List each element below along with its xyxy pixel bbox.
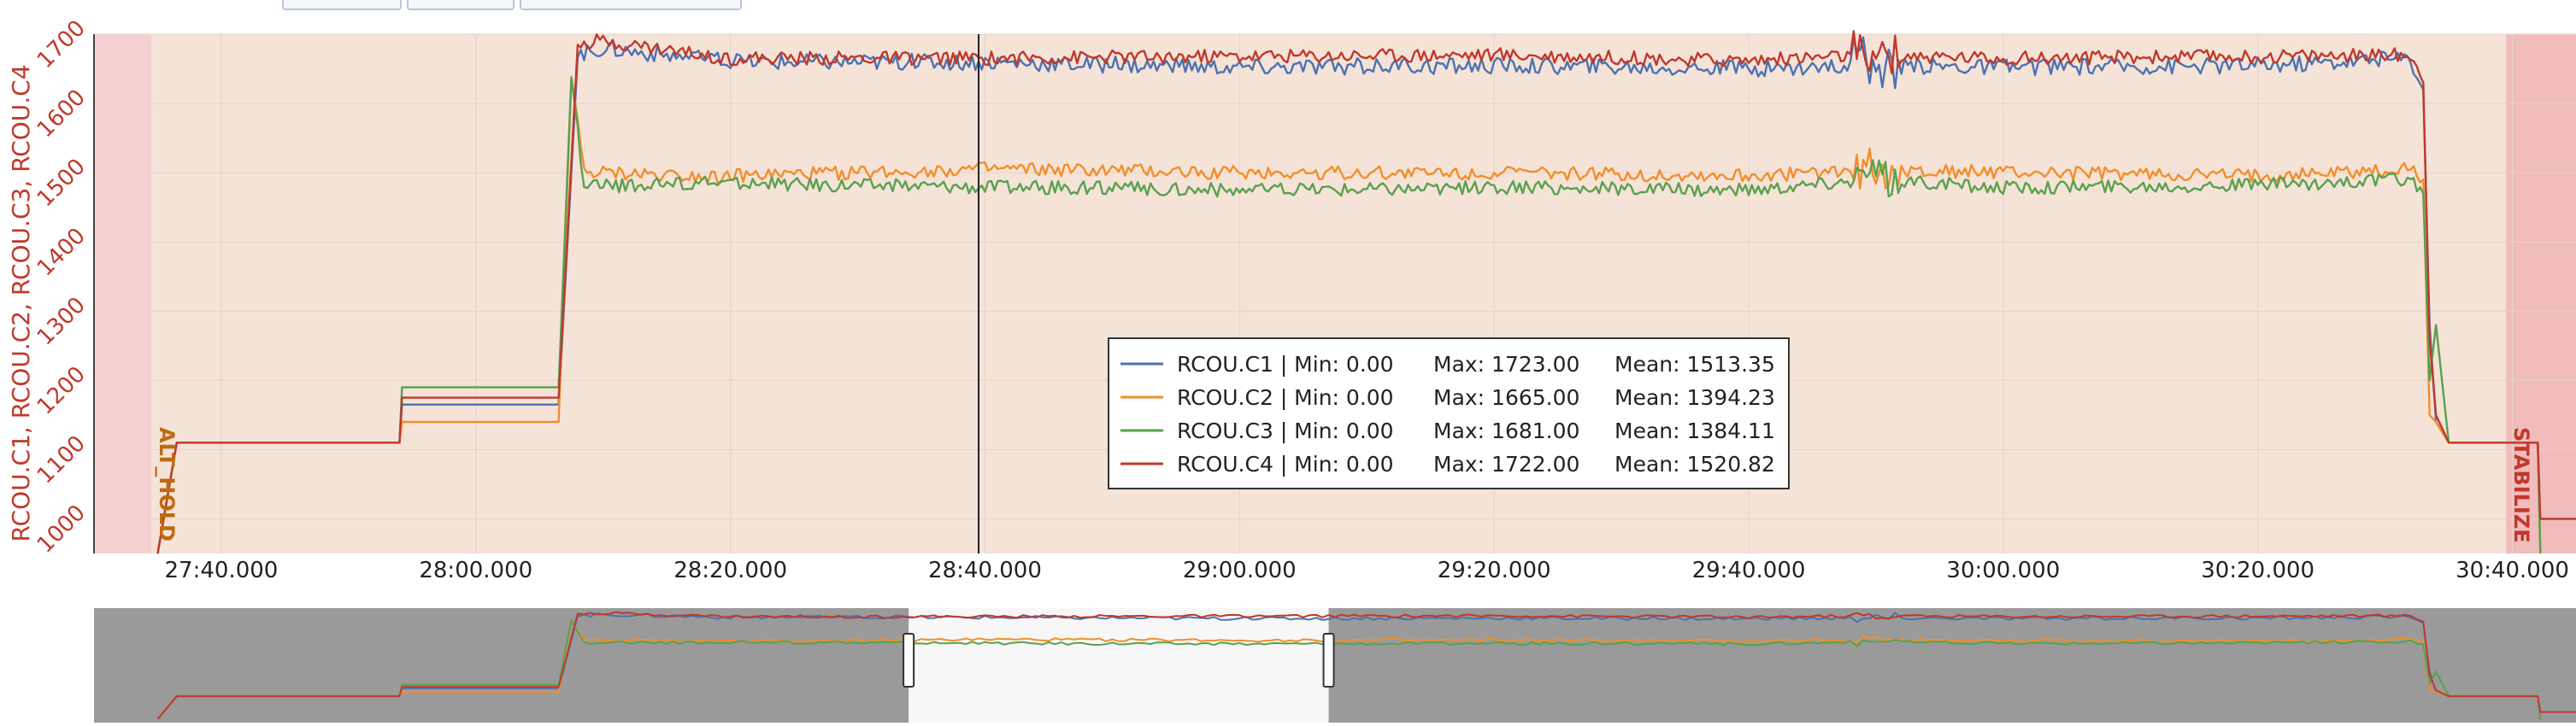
y-tick-label: 1500 <box>32 154 91 212</box>
legend-entry-mean: Mean: 1394.23 <box>1614 385 1775 410</box>
x-tick-label: 28:00.000 <box>419 558 532 583</box>
navigator-left-handle[interactable] <box>903 634 914 687</box>
y-tick-label: 1300 <box>32 292 91 350</box>
x-tick-label: 29:00.000 <box>1183 558 1297 583</box>
toolbar-button-3[interactable] <box>520 0 742 10</box>
navigator-selection <box>909 608 1328 723</box>
legend-entry-max: Max: 1723.00 <box>1433 352 1579 377</box>
y-axis-ticks: 1000 1100 1200 1300 1400 1500 1600 1700 <box>32 15 91 558</box>
x-tick-label: 30:00.000 <box>1946 558 2060 583</box>
x-tick-label: 29:40.000 <box>1692 558 1806 583</box>
mode-label-alt_hold: ALT_HOLD <box>155 427 179 542</box>
legend-entry-name: RCOU.C2 | Min: 0.00 <box>1177 385 1394 410</box>
y-tick-label: 1600 <box>32 85 91 143</box>
y-tick-label: 1700 <box>32 15 91 73</box>
y-tick-label: 1000 <box>32 501 91 559</box>
legend-entry-mean: Mean: 1513.35 <box>1614 352 1775 377</box>
legend: RCOU.C1 | Min: 0.00 Max: 1723.00 Mean: 151… <box>1109 338 1789 489</box>
x-tick-label: 30:20.000 <box>2201 558 2314 583</box>
mode-label-stabilize: STABILIZE <box>2509 427 2533 543</box>
toolbar-button-2[interactable] <box>407 0 515 10</box>
y-tick-label: 1200 <box>32 361 91 419</box>
legend-entry-name: RCOU.C1 | Min: 0.00 <box>1177 352 1394 377</box>
legend-entry-name: RCOU.C4 | Min: 0.00 <box>1177 452 1394 477</box>
mode-band-0 <box>94 34 151 553</box>
x-axis-ticks: 27:40.000 28:00.000 28:20.000 28:40.000 29:0… <box>165 558 2569 583</box>
x-tick-label: 28:40.000 <box>928 558 1042 583</box>
legend-entry-mean: Mean: 1384.11 <box>1614 419 1775 443</box>
x-tick-label: 30:40.000 <box>2455 558 2569 583</box>
navigator-right-handle[interactable] <box>1324 634 1334 687</box>
toolbar-button-1[interactable] <box>282 0 402 10</box>
navigator-background <box>94 608 2576 723</box>
y-tick-label: 1100 <box>32 430 91 489</box>
x-tick-label: 27:40.000 <box>165 558 279 583</box>
legend-entry-max: Max: 1681.00 <box>1433 419 1579 443</box>
y-tick-label: 1400 <box>32 223 91 281</box>
y-axis-title: RCOU.C1, RCOU.C2, RCOU.C3, RCOU.C4 <box>7 64 35 542</box>
legend-entry-name: RCOU.C3 | Min: 0.00 <box>1177 419 1394 443</box>
legend-entry-max: Max: 1722.00 <box>1433 452 1579 477</box>
x-tick-label: 29:20.000 <box>1438 558 1551 583</box>
legend-entry-mean: Mean: 1520.82 <box>1614 452 1775 477</box>
legend-entry-max: Max: 1665.00 <box>1433 385 1579 410</box>
x-tick-label: 28:20.000 <box>673 558 787 583</box>
range-navigator[interactable] <box>94 608 2576 723</box>
